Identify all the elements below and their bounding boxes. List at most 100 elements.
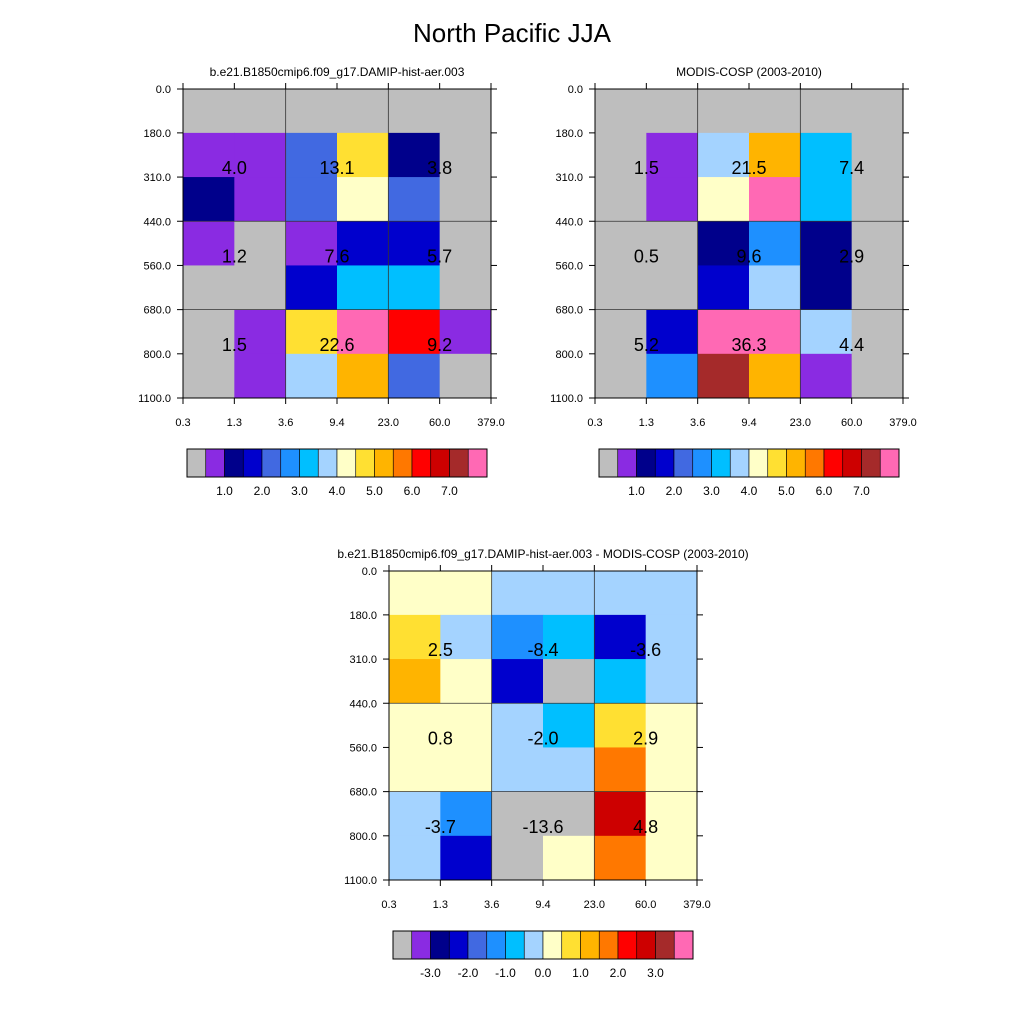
heatmap-cell [234, 177, 287, 222]
colorbar-swatch [767, 448, 787, 478]
heatmap-cell [440, 835, 493, 881]
heatmap-cell [183, 132, 235, 178]
data-label: -8.4 [527, 640, 558, 660]
x-tick-label: 1.3 [433, 899, 448, 911]
heatmap-cell [440, 659, 493, 704]
colorbar-swatch [711, 448, 731, 478]
data-label: -3.6 [630, 640, 661, 660]
colorbar-swatch [392, 930, 413, 960]
heatmap-cell [285, 177, 338, 222]
heatmap-cell [440, 791, 493, 837]
heatmap-cell [543, 614, 595, 660]
heatmap-cell [543, 835, 595, 881]
y-tick-label: 310.0 [143, 172, 171, 184]
heatmap-cell [337, 177, 389, 222]
heatmap-cell [388, 353, 441, 399]
heatmap-cell [234, 309, 287, 355]
colorbar-label: 3.0 [291, 484, 308, 498]
colorbar-label: 4.0 [741, 484, 758, 498]
colorbar-swatch [280, 448, 300, 478]
heatmap-cell [388, 309, 441, 355]
heatmap-cell [543, 747, 595, 793]
x-tick-label: 9.4 [535, 899, 550, 911]
colorbar-swatch [261, 448, 282, 478]
colorbar-swatch [823, 448, 844, 478]
heatmap-cell [439, 309, 492, 355]
heatmap-cell [800, 89, 853, 134]
heatmap-cell [749, 353, 801, 399]
colorbar-swatch [748, 448, 769, 478]
colorbar-swatch [861, 448, 881, 478]
heatmap-cell [439, 132, 492, 178]
colorbar-swatch [617, 930, 638, 960]
heatmap-cell [234, 89, 287, 134]
data-label: 0.8 [428, 728, 453, 748]
heatmap-cell [800, 177, 853, 222]
colorbar-swatch [336, 448, 357, 478]
y-tick-label: 680.0 [349, 787, 377, 799]
x-tick-label: 379.0 [889, 417, 917, 429]
heatmap-cell [439, 177, 492, 222]
heatmap-cell [697, 177, 750, 222]
colorbar-frame [186, 448, 488, 478]
colorbar-label: 1.0 [572, 966, 589, 980]
heatmap-cell [388, 177, 441, 222]
heatmap-cell [645, 571, 698, 616]
heatmap-cell [389, 614, 441, 660]
x-tick-label: 0.3 [381, 899, 396, 911]
colorbar-swatch [692, 448, 712, 478]
heatmap-cell [337, 221, 389, 266]
data-label: 2.9 [633, 728, 658, 748]
heatmap-cell [646, 132, 699, 178]
colorbar-label: 4.0 [329, 484, 346, 498]
heatmap-cell [749, 221, 801, 266]
heatmap-cell [389, 571, 441, 616]
heatmap-cell [491, 791, 544, 837]
colorbar-swatch [879, 448, 900, 478]
heatmap-cell [234, 265, 287, 311]
data-label: 1.5 [634, 158, 659, 178]
panel-title: b.e21.B1850cmip6.f09_g17.DAMIP-hist-aer.… [337, 547, 748, 561]
data-label: 4.0 [222, 158, 247, 178]
x-tick-label: 60.0 [429, 417, 450, 429]
y-tick-label: 180.0 [555, 128, 583, 140]
heatmap-cell [594, 614, 647, 660]
data-label: 7.6 [324, 246, 349, 266]
colorbar-swatch [636, 448, 656, 478]
heatmap-cell [337, 353, 389, 399]
y-tick-label: 560.0 [143, 260, 171, 272]
colorbar-swatch [224, 448, 244, 478]
heatmap-cell [439, 89, 492, 134]
data-label: 5.2 [634, 335, 659, 355]
heatmap-cell [285, 132, 338, 178]
colorbar-label: 2.0 [666, 484, 683, 498]
x-tick-label: 23.0 [584, 899, 605, 911]
colorbar-label: -1.0 [495, 966, 516, 980]
heatmap-cell [439, 221, 492, 266]
x-tick-label: 23.0 [790, 417, 811, 429]
heatmap-cell [697, 132, 750, 178]
heatmap-cell [646, 177, 699, 222]
data-label: 21.5 [731, 158, 766, 178]
heatmap-cell [183, 309, 235, 355]
data-label: 4.4 [839, 335, 864, 355]
heatmap-cell [595, 265, 647, 311]
colorbar-frame [392, 930, 694, 960]
data-label: 0.5 [634, 246, 659, 266]
colorbar-swatch [561, 930, 581, 960]
panel-title: MODIS-COSP (2003-2010) [676, 65, 822, 79]
colorbar-label: 3.0 [703, 484, 720, 498]
y-tick-label: 310.0 [349, 654, 377, 666]
colorbar-swatch [430, 448, 450, 478]
colorbar-label: 3.0 [647, 966, 664, 980]
heatmap-cell [183, 353, 235, 399]
y-tick-label: 800.0 [349, 831, 377, 843]
x-tick-label: 1.3 [639, 417, 654, 429]
colorbar-label: 7.0 [853, 484, 870, 498]
data-label: 1.5 [222, 335, 247, 355]
colorbar-label: 5.0 [366, 484, 383, 498]
colorbar-label: 2.0 [610, 966, 627, 980]
y-tick-label: 0.0 [156, 84, 171, 96]
heatmap-cell [800, 132, 853, 178]
heatmap-cell [183, 221, 235, 266]
